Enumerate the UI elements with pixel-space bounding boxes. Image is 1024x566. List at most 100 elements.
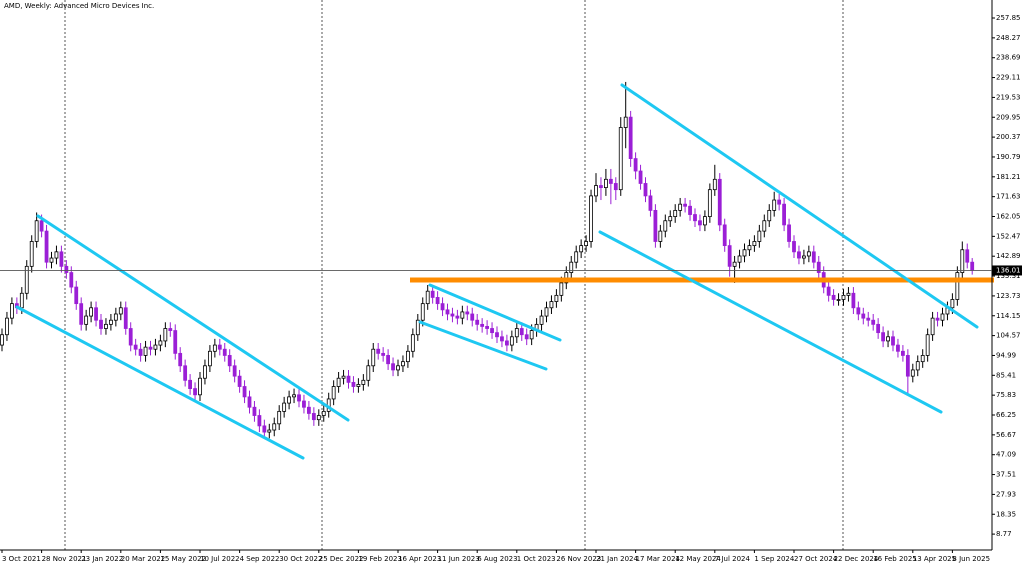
candle-body — [207, 350, 212, 367]
x-tick-label: 10 Jul 2022 — [200, 555, 240, 563]
candle-body — [618, 127, 623, 191]
candle-body — [584, 241, 588, 247]
candle-body — [405, 350, 410, 363]
candle-body — [59, 251, 64, 267]
candle-body — [782, 203, 786, 226]
x-tick-label: 25 Dec 2022 — [319, 555, 364, 563]
y-tick-label: 209.95 — [996, 113, 1021, 121]
candle-body — [287, 396, 292, 404]
candle-body — [455, 315, 460, 319]
candle-body — [678, 203, 683, 211]
candle-body — [668, 216, 673, 222]
candle-body — [777, 199, 782, 205]
candle-body — [0, 334, 4, 346]
y-tick-label: 47.09 — [996, 451, 1016, 459]
candle-body — [49, 257, 54, 263]
candle-body — [118, 307, 123, 315]
candle-body — [173, 330, 178, 354]
candle-body — [198, 377, 202, 396]
candle-body — [163, 328, 168, 342]
candle-body — [89, 307, 93, 317]
candle-body — [811, 251, 816, 263]
candle-body — [168, 328, 173, 331]
y-tick-label: 181.21 — [996, 173, 1021, 181]
candle-body — [816, 261, 821, 273]
candle-body — [688, 205, 692, 215]
candle-body — [633, 158, 638, 172]
candle-body — [133, 344, 138, 350]
candle-body — [841, 294, 846, 300]
candle-body — [673, 209, 678, 218]
candle-body — [341, 375, 346, 379]
x-tick-label: 28 Nov 2021 — [42, 555, 87, 563]
y-tick-label: 133.31 — [996, 272, 1021, 280]
candle-body — [935, 317, 940, 321]
candle-body — [311, 413, 316, 421]
candle-body — [425, 290, 430, 305]
candle-body — [549, 301, 554, 309]
candle-body — [653, 209, 658, 242]
candle-body — [465, 311, 470, 315]
candle-body — [623, 116, 628, 128]
candle-body — [767, 209, 772, 222]
candle-body — [747, 245, 752, 251]
candle-body — [876, 323, 881, 334]
candle-body — [99, 319, 103, 329]
y-tick-label: 142.89 — [996, 252, 1021, 260]
candle-body — [514, 328, 519, 338]
candle-body — [9, 303, 14, 319]
candle-body — [663, 220, 668, 232]
y-tick-label: 248.27 — [996, 34, 1021, 42]
candle-body — [752, 241, 757, 247]
candle-body — [381, 352, 386, 356]
candle-body — [316, 415, 321, 421]
candle-body — [420, 303, 425, 321]
trend-line — [36, 214, 350, 422]
candle-body — [722, 224, 727, 247]
x-tick-label: 1 Sep 2024 — [754, 555, 794, 563]
candle-body — [792, 241, 796, 253]
candle-body — [267, 429, 272, 433]
y-tick-label: 190.79 — [996, 153, 1021, 161]
candle-body — [504, 340, 509, 346]
candle-body — [54, 251, 59, 259]
candle-body — [866, 317, 871, 321]
x-tick-label: 3 Oct 2021 — [2, 555, 41, 563]
trend-line — [428, 283, 562, 342]
candle-body — [930, 317, 935, 336]
candle-body — [138, 348, 143, 356]
trend-line — [15, 305, 305, 460]
candle-body — [707, 189, 712, 218]
candle-body — [495, 332, 499, 338]
candle-body — [29, 241, 34, 267]
candle-body — [292, 394, 296, 398]
candle-body — [460, 311, 465, 319]
candle-body — [232, 365, 237, 377]
candle-body — [910, 369, 915, 377]
x-tick-label: 16 Apr 2023 — [398, 555, 441, 563]
candles — [0, 81, 975, 439]
x-tick-label: 26 Nov 2023 — [556, 555, 601, 563]
x-tick-label: 12 May 2024 — [675, 555, 721, 563]
x-tick-label: 30 Oct 2022 — [279, 555, 322, 563]
candle-body — [529, 330, 534, 340]
candle-body — [871, 319, 876, 325]
candle-body — [410, 334, 415, 352]
candle-body — [915, 361, 920, 371]
candle-body — [109, 319, 113, 325]
candle-body — [856, 307, 861, 315]
chart-title: AMD, Weekly: Advanced Micro Devices Inc. — [4, 2, 154, 10]
candle-body — [376, 348, 381, 354]
candle-body — [925, 334, 930, 356]
y-tick-label: 104.57 — [996, 332, 1021, 340]
candle-body — [524, 334, 529, 340]
candle-body — [272, 423, 277, 431]
y-tick-label: 66.25 — [996, 411, 1016, 419]
candle-body — [306, 406, 311, 414]
x-tick-label: 15 May 2022 — [160, 555, 206, 563]
candle-body — [608, 178, 613, 184]
candle-body — [628, 116, 633, 159]
candle-body — [445, 309, 450, 315]
candle-body — [113, 313, 118, 321]
